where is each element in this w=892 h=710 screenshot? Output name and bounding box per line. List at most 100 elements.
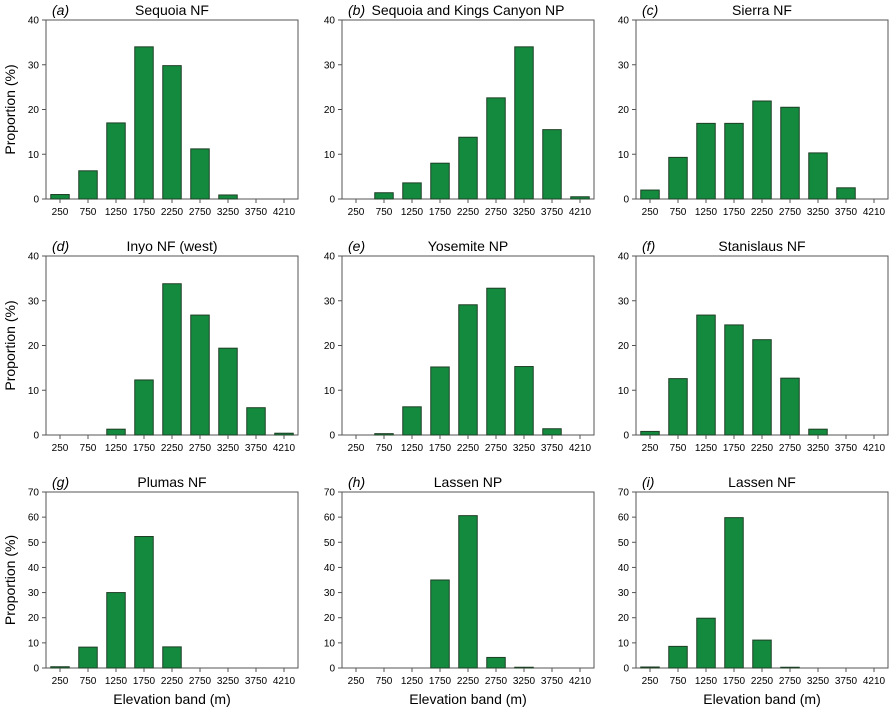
y-tick-label: 0	[329, 664, 335, 675]
x-tick-label: 2250	[751, 676, 774, 687]
panel-letter: (a)	[52, 2, 69, 18]
bar-3250	[514, 46, 534, 200]
bar-2750	[780, 377, 800, 436]
bar-2750	[486, 97, 506, 200]
y-tick-label: 10	[324, 386, 336, 397]
y-tick-label: 20	[28, 613, 40, 624]
y-tick-label: 20	[28, 341, 40, 352]
chart-title: Sequoia NF	[135, 2, 209, 18]
y-tick-label: 20	[324, 341, 336, 352]
bar-250	[50, 666, 70, 669]
x-tick-label: 750	[670, 207, 687, 218]
x-tick-label: 2750	[189, 676, 212, 687]
y-tick-label: 70	[618, 488, 630, 499]
bar-1750	[430, 366, 450, 436]
x-tick-label: 250	[642, 207, 659, 218]
y-tick-label: 30	[28, 588, 40, 599]
y-tick-label: 70	[28, 488, 40, 499]
x-tick-label: 1250	[695, 443, 718, 454]
panel-letter: (e)	[348, 238, 365, 254]
x-tick-label: 2750	[189, 207, 212, 218]
x-tick-label: 1750	[723, 676, 746, 687]
x-axis-label: Elevation band (m)	[409, 691, 527, 707]
y-tick-label: 10	[618, 150, 630, 161]
bar-2750	[190, 148, 210, 200]
chart-title: Plumas NF	[137, 474, 206, 490]
panel-letter: (f)	[642, 238, 655, 254]
y-tick-label: 10	[618, 386, 630, 397]
bar-1750	[724, 517, 744, 669]
panel-h: 0 10 20 30 40 50 60 70 250 750 1250 1750 2250 2750 325…	[324, 474, 595, 707]
x-tick-label: 3750	[835, 676, 858, 687]
y-tick-label: 0	[33, 431, 39, 442]
y-axis-label: Proportion (%)	[2, 535, 18, 625]
bar-1250	[402, 182, 422, 200]
panel-b: 0 10 20 30 40 250 750 1250 1750 2250 2750 3250 3750 4…	[324, 2, 595, 218]
x-tick-label: 250	[348, 443, 365, 454]
bar-1750	[724, 122, 744, 200]
bar-3750	[542, 129, 562, 200]
y-tick-label: 20	[618, 105, 630, 116]
x-tick-label: 4210	[273, 443, 296, 454]
y-tick-label: 0	[329, 431, 335, 442]
bar-3250	[514, 666, 534, 669]
x-tick-label: 4210	[863, 676, 886, 687]
y-tick-label: 20	[324, 613, 336, 624]
x-tick-label: 4210	[569, 443, 592, 454]
panel-letter: (i)	[642, 474, 654, 490]
y-tick-label: 30	[618, 296, 630, 307]
x-tick-label: 3250	[513, 676, 536, 687]
x-tick-label: 250	[52, 443, 69, 454]
y-tick-label: 0	[623, 195, 629, 206]
x-tick-label: 3250	[217, 443, 240, 454]
x-tick-label: 1750	[429, 207, 452, 218]
bar-3750	[246, 407, 266, 436]
chart-title: Stanislaus NF	[718, 238, 805, 254]
bar-3250	[218, 194, 238, 200]
plot-frame	[45, 491, 299, 669]
y-tick-label: 10	[324, 150, 336, 161]
y-tick-label: 20	[324, 105, 336, 116]
bar-2250	[458, 304, 478, 436]
x-tick-label: 2750	[189, 443, 212, 454]
x-tick-label: 4210	[569, 676, 592, 687]
panel-i: 0 10 20 30 40 50 60 70 250 750 1250 1750 2250 2750 325…	[618, 474, 889, 707]
bar-750	[78, 170, 98, 200]
bar-750	[374, 433, 394, 436]
bar-1250	[696, 122, 716, 200]
x-tick-label: 2750	[779, 676, 802, 687]
x-tick-label: 750	[376, 443, 393, 454]
x-tick-label: 3750	[541, 443, 564, 454]
bar-750	[668, 645, 688, 669]
x-tick-label: 3250	[807, 443, 830, 454]
x-tick-label: 250	[642, 443, 659, 454]
x-tick-label: 750	[670, 676, 687, 687]
x-tick-label: 1750	[429, 676, 452, 687]
bar-3750	[542, 428, 562, 436]
chart-title: Lassen NP	[434, 474, 502, 490]
x-axis-label: Elevation band (m)	[113, 691, 231, 707]
y-tick-label: 40	[28, 16, 40, 27]
x-tick-label: 750	[80, 676, 97, 687]
x-tick-label: 750	[670, 443, 687, 454]
x-tick-label: 1750	[723, 443, 746, 454]
y-tick-label: 40	[324, 252, 336, 263]
bar-1750	[430, 579, 450, 669]
bar-1250	[106, 428, 126, 436]
panel-c: 0 10 20 30 40 250 750 1250 1750 2250 2750 3250 3750 4…	[618, 2, 889, 218]
chart-title: Sierra NF	[732, 2, 792, 18]
x-tick-label: 250	[348, 676, 365, 687]
x-tick-label: 3250	[217, 207, 240, 218]
y-tick-label: 10	[28, 150, 40, 161]
y-tick-label: 40	[618, 252, 630, 263]
y-tick-label: 50	[324, 538, 336, 549]
x-tick-label: 1250	[695, 676, 718, 687]
y-tick-label: 20	[618, 341, 630, 352]
x-tick-label: 750	[80, 207, 97, 218]
x-tick-label: 3250	[513, 443, 536, 454]
y-tick-label: 40	[28, 563, 40, 574]
y-tick-label: 10	[28, 638, 40, 649]
bar-4210	[274, 432, 294, 436]
y-tick-label: 20	[618, 613, 630, 624]
y-tick-label: 0	[623, 664, 629, 675]
